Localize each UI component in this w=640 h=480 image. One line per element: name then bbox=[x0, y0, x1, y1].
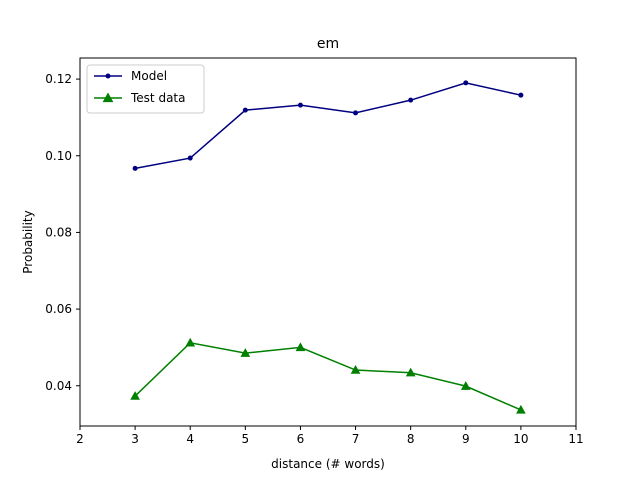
legend-label-test-data: Test data bbox=[130, 91, 185, 105]
plot-frame bbox=[79, 57, 577, 427]
y-tick-label: 0.04 bbox=[45, 379, 72, 393]
data-point-model bbox=[242, 107, 248, 113]
data-point-model bbox=[463, 80, 469, 86]
y-axis-label: Probability bbox=[21, 210, 35, 273]
x-tick-label: 5 bbox=[242, 432, 250, 446]
x-tick-label: 2 bbox=[76, 432, 84, 446]
data-point-test-data bbox=[185, 337, 196, 347]
y-tick-label: 0.12 bbox=[45, 72, 72, 86]
x-tick-label: 3 bbox=[131, 432, 139, 446]
x-axis-label: distance (# words) bbox=[271, 457, 385, 471]
legend: Model Test data bbox=[86, 64, 205, 114]
legend-box bbox=[86, 64, 205, 114]
data-point-model bbox=[518, 92, 524, 98]
series-line-model bbox=[134, 82, 522, 170]
y-tick-label: 0.08 bbox=[45, 225, 72, 239]
data-point-test-data bbox=[295, 342, 306, 352]
data-point-test-data bbox=[460, 381, 471, 390]
y-tick-label: 0.06 bbox=[45, 302, 72, 316]
x-tick-label: 11 bbox=[568, 432, 583, 446]
data-point-model bbox=[132, 165, 138, 171]
legend-marker-test-data bbox=[102, 92, 114, 103]
data-point-test-data bbox=[350, 365, 361, 374]
data-point-test-data bbox=[516, 404, 526, 414]
data-point-test-data bbox=[130, 391, 140, 400]
x-tick-label: 10 bbox=[513, 432, 528, 446]
series-line-test-data bbox=[134, 342, 522, 411]
legend-marker-model bbox=[105, 73, 111, 79]
series-layer bbox=[130, 80, 526, 414]
data-point-test-data bbox=[405, 367, 416, 377]
data-point-model bbox=[187, 155, 193, 161]
y-tick-label: 0.10 bbox=[45, 149, 72, 163]
x-tick-label: 4 bbox=[186, 432, 194, 446]
x-tick-label: 9 bbox=[462, 432, 470, 446]
data-point-model bbox=[297, 102, 303, 108]
x-tick-label: 7 bbox=[352, 432, 360, 446]
legend-label-model: Model bbox=[131, 69, 167, 83]
x-tick-label: 8 bbox=[407, 432, 415, 446]
data-point-model bbox=[408, 97, 414, 103]
data-point-model bbox=[353, 110, 359, 116]
chart-title: em bbox=[317, 36, 339, 52]
x-tick-label: 6 bbox=[297, 432, 305, 446]
x-axis: 2 3 4 5 6 7 8 9 10 11 bbox=[76, 426, 584, 446]
y-axis: 0.04 0.06 0.08 0.10 0.12 bbox=[45, 72, 80, 393]
data-point-test-data bbox=[240, 348, 251, 357]
